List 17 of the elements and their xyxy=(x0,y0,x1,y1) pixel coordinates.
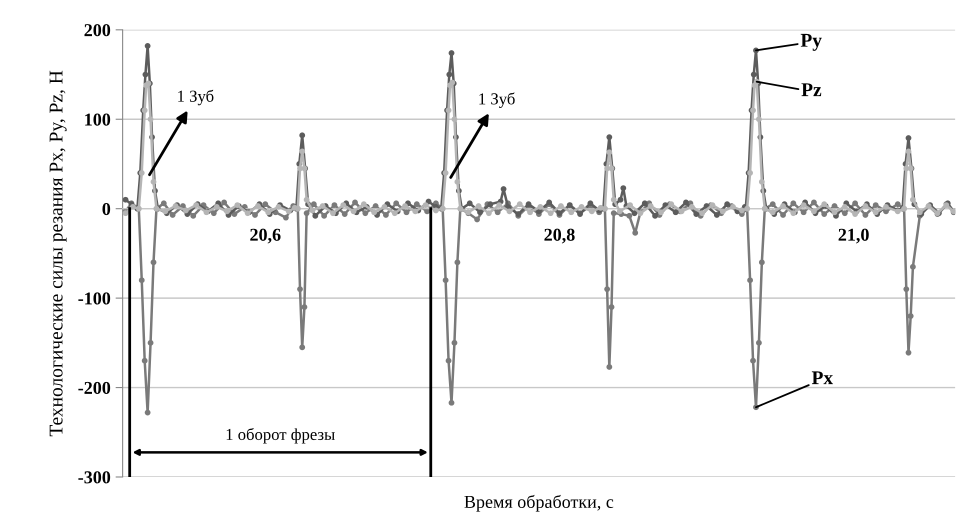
y-tick-label: 200 xyxy=(84,24,110,36)
y-tick-label: -100 xyxy=(78,292,110,305)
text: Pz xyxy=(801,83,822,96)
x-tick-label: 20,8 xyxy=(544,228,575,244)
text: Px xyxy=(812,371,834,384)
y-tick-label: -300 xyxy=(78,471,110,484)
annotation: 1 Зуб xyxy=(479,92,515,108)
annotation: 1 Зуб xyxy=(178,90,214,106)
annotation: 1 оборот фрезы xyxy=(226,428,335,444)
y-tick-label: 0 xyxy=(102,202,110,216)
y-axis-title: Технологические силы резания Px, Py, Pz, H xyxy=(50,70,67,436)
x-tick-label: 21,0 xyxy=(838,228,869,244)
x-tick-label: 20,6 xyxy=(250,228,281,244)
y-tick-label: -200 xyxy=(78,382,110,394)
y-tick-label: 100 xyxy=(85,114,110,126)
x-axis-title: Время обработки, с xyxy=(464,494,614,512)
text: Py xyxy=(800,34,822,51)
